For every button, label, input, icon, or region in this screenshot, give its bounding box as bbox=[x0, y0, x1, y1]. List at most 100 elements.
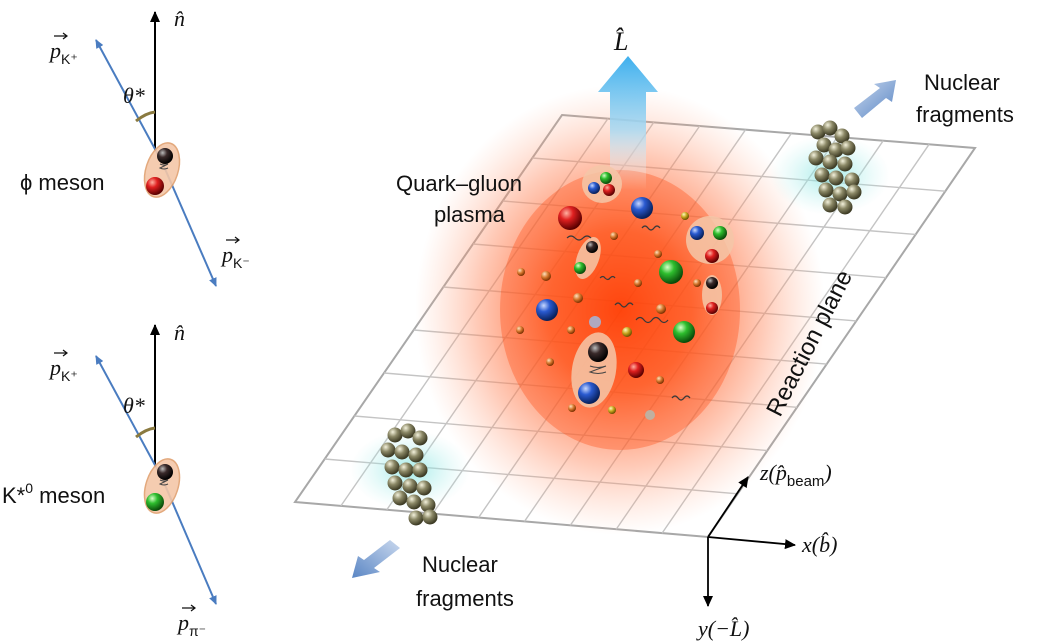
nucleon bbox=[828, 142, 844, 158]
hadron-small bbox=[541, 271, 551, 281]
nucleon bbox=[810, 124, 826, 140]
nucleon bbox=[846, 184, 862, 200]
nucleon bbox=[818, 182, 834, 198]
phi-pk-plus-vector bbox=[95, 39, 163, 163]
phi-quark-dark bbox=[157, 148, 173, 164]
phi-meson-diagram: n̂ pK⁺ θ* ϕ meson pK⁻ bbox=[20, 6, 250, 287]
fragments-bottom-line2: fragments bbox=[416, 586, 514, 611]
qgp-label-line2: plasma bbox=[434, 202, 506, 227]
hadron-small bbox=[608, 406, 616, 414]
fragments-bottom-line1: Nuclear bbox=[422, 552, 498, 577]
quark-red bbox=[706, 302, 718, 314]
nucleon bbox=[837, 199, 853, 215]
gluon-spring bbox=[614, 302, 634, 308]
kstar-theta-label: θ* bbox=[123, 393, 145, 418]
kstar-pk-plus-vector bbox=[95, 355, 163, 479]
hadron-small bbox=[681, 212, 689, 220]
gluon-spring bbox=[635, 316, 669, 324]
gluon-spring bbox=[641, 225, 661, 231]
nucleon bbox=[420, 497, 436, 513]
phi-theta-arc bbox=[135, 110, 156, 123]
nucleon bbox=[844, 172, 860, 188]
phi-pk-plus-label: pK⁺ bbox=[48, 38, 78, 67]
x-axis bbox=[707, 536, 796, 550]
nucleon bbox=[402, 478, 418, 494]
coordinate-axes bbox=[703, 476, 796, 607]
nucleon bbox=[384, 459, 400, 475]
nucleon bbox=[412, 462, 428, 478]
quark-green bbox=[673, 321, 695, 343]
nuclear-fragments-bottom-cluster bbox=[380, 423, 438, 526]
kstar-meson-halo bbox=[143, 458, 181, 514]
quark-red bbox=[558, 206, 582, 230]
plasma-glow bbox=[415, 85, 825, 535]
hadron-small bbox=[645, 410, 655, 420]
nucleon bbox=[422, 509, 438, 525]
kstar-meson-label: K*0 meson bbox=[2, 480, 105, 508]
gluon-spring bbox=[566, 235, 592, 241]
nucleon bbox=[400, 423, 416, 439]
kstar-ppi-minus-label: pπ⁻ bbox=[176, 610, 206, 639]
hadron-small bbox=[589, 316, 601, 328]
phi-meson-label: ϕ meson bbox=[20, 170, 104, 195]
hadron-small bbox=[656, 376, 664, 384]
phi-meson-halo bbox=[143, 142, 181, 198]
baryon-halo-top bbox=[582, 165, 622, 203]
nucleon bbox=[412, 430, 428, 446]
nucleon bbox=[406, 494, 422, 510]
nucleon bbox=[398, 462, 414, 478]
nucleon bbox=[837, 156, 853, 172]
kstar-gluon-spring bbox=[158, 479, 169, 486]
nucleon bbox=[387, 475, 403, 491]
plasma-core bbox=[500, 170, 740, 450]
hadron-small bbox=[656, 304, 666, 314]
plasma-particles bbox=[516, 165, 734, 420]
nucleon bbox=[408, 510, 424, 526]
kstar-pk-plus-label: pK⁺ bbox=[48, 355, 78, 384]
L-arrow-shape bbox=[598, 56, 658, 190]
quark-green bbox=[600, 172, 612, 184]
kstar-n-hat-label: n̂ bbox=[174, 320, 185, 345]
phi-quark-red bbox=[146, 177, 164, 195]
hadron-small bbox=[654, 250, 662, 258]
phi-theta-label: θ* bbox=[123, 83, 145, 108]
hadron-small bbox=[610, 232, 618, 240]
gluon-spring bbox=[588, 365, 607, 374]
fragment-direction-arrow-bottom bbox=[352, 540, 400, 578]
phi-n-hat-label: n̂ bbox=[174, 6, 185, 31]
hadron-small bbox=[634, 279, 642, 287]
nucleon bbox=[832, 186, 848, 202]
nucleon bbox=[408, 447, 424, 463]
quark-red bbox=[603, 184, 615, 196]
z-axis bbox=[707, 476, 749, 538]
kstar-quark-dark bbox=[157, 464, 173, 480]
nucleon bbox=[387, 427, 403, 443]
nucleon bbox=[392, 490, 408, 506]
y-axis-label: y(−L̂) bbox=[696, 616, 750, 641]
quark-blue bbox=[690, 226, 704, 240]
angular-momentum-arrow: L̂ bbox=[598, 27, 658, 190]
gluon-spring bbox=[599, 275, 616, 281]
nucleon bbox=[814, 167, 830, 183]
nucleon bbox=[840, 140, 856, 156]
nucleon bbox=[834, 128, 850, 144]
nucleon bbox=[822, 120, 838, 136]
fragments-top-line2: fragments bbox=[916, 102, 1014, 127]
quark-green bbox=[574, 262, 586, 274]
hadron-small bbox=[567, 326, 575, 334]
kstar-ppi-minus-arrow-accent bbox=[182, 604, 196, 612]
phi-gluon-spring bbox=[158, 163, 169, 170]
hadron-small bbox=[546, 358, 554, 366]
nucleon bbox=[394, 444, 410, 460]
kstar-meson-diagram: n̂ pK⁺ θ* K*0 meson pπ⁻ bbox=[2, 320, 217, 639]
gluon-spring bbox=[671, 395, 691, 401]
hadron-small bbox=[516, 326, 524, 334]
kstar-pk-plus-arrow-accent bbox=[54, 349, 68, 357]
nucleon bbox=[808, 150, 824, 166]
hadron-small bbox=[573, 293, 583, 303]
hadron-small bbox=[693, 279, 701, 287]
nucleon bbox=[816, 137, 832, 153]
nucleon bbox=[828, 170, 844, 186]
quark-dark bbox=[706, 277, 718, 289]
nucleon bbox=[822, 197, 838, 213]
